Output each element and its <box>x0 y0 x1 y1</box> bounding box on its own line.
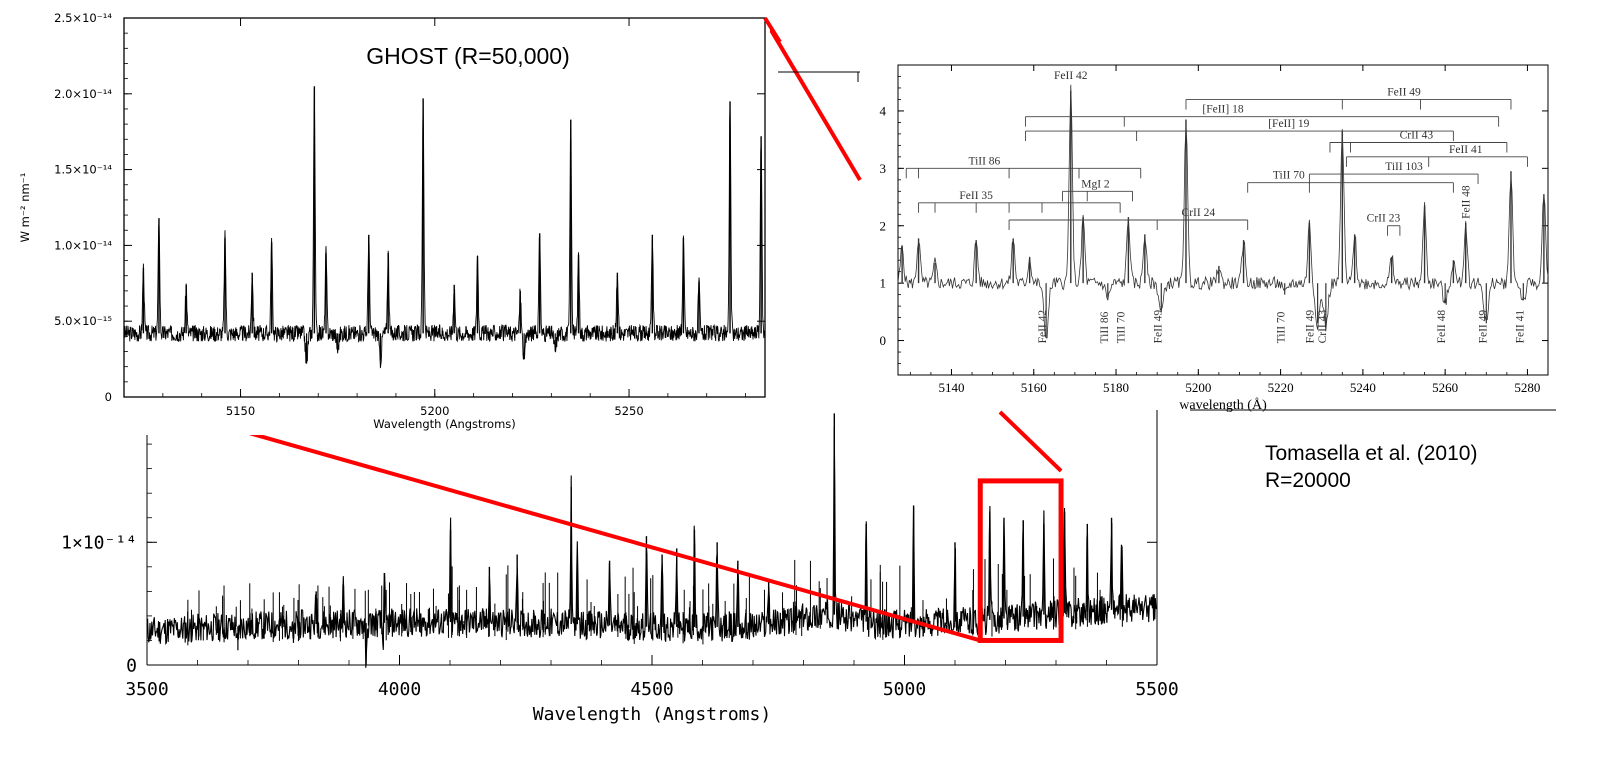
x-tick-label: 5180 <box>1103 380 1129 395</box>
y-tick-label: 2.0×10⁻¹⁴ <box>54 87 112 101</box>
zoom-connector-lines <box>121 18 1063 643</box>
y-tick-label: 5.0×10⁻¹⁵ <box>54 314 112 328</box>
x-tick-label: 5250 <box>614 404 643 418</box>
y-tick-label: 1.5×10⁻¹⁴ <box>54 163 112 177</box>
absorption-line-label: TiII 86 <box>1099 311 1111 343</box>
x-tick-label: 5280 <box>1514 380 1540 395</box>
multiplet-bracket: TiII 103 <box>1308 161 1479 185</box>
x-tick-label: 5220 <box>1268 380 1294 395</box>
y-tick-label: 0 <box>105 390 112 404</box>
x-axis-title: Wavelength (Angstroms) <box>533 704 771 725</box>
emission-line-label: FeII 42 <box>1054 70 1088 82</box>
x-tick-label: 5500 <box>1135 679 1178 700</box>
multiplet-label: MgI 2 <box>1081 178 1110 190</box>
multiplet-bracket: [FeII] 19 <box>1025 118 1454 142</box>
y-tick-label: 0 <box>126 655 137 676</box>
multiplet-label: FeII 49 <box>1387 86 1421 98</box>
spectrum-line <box>123 89 766 369</box>
multiplet-bracket: CrII 43 <box>1329 130 1508 153</box>
multiplet-bracket: MgI 2 <box>1062 178 1133 202</box>
multiplet-label: [FeII] 18 <box>1202 104 1243 116</box>
x-tick-label: 4000 <box>378 679 421 700</box>
multiplet-label: TiII 70 <box>1273 170 1305 182</box>
citation-resolution: R=20000 <box>1265 469 1351 492</box>
multiplet-bracket: [FeII] 18 <box>1025 104 1500 127</box>
multiplet-label: TiII 86 <box>968 155 1000 167</box>
zoom-connector-tomasella <box>998 410 1063 473</box>
y-tick-label: 3 <box>880 161 887 176</box>
multiplet-bracket: FeII 41 <box>1345 144 1528 167</box>
multiplet-label: CrII 43 <box>1400 130 1434 142</box>
multiplet-bracket: CrII 24 <box>1008 207 1249 230</box>
absorption-line-label: TiII 70 <box>1115 311 1127 343</box>
ghost-spectrum-inset: 5150 5200 5250 0 5.0×10⁻¹⁵ 1.0×10⁻¹⁴ 1.5×10⁻¹⁴… <box>0 0 782 435</box>
zoom-region-box <box>977 478 1064 643</box>
y-tick-label: 4 <box>880 103 887 118</box>
zoom-connector-stub <box>763 16 782 44</box>
tomasella-spectrum-inset: 5140 5160 5180 5200 5220 5240 5260 5280 0 1 2 3 4 wav… <box>858 55 1564 413</box>
absorption-line-label: FeII 49 <box>1477 310 1489 344</box>
x-tick-label: 5150 <box>226 404 255 418</box>
y-tick-label: 1.0×10⁻¹⁴ <box>54 238 112 252</box>
citation-block: Tomasella et al. (2010) R=20000 <box>1265 440 1477 494</box>
absorption-line-label: TiII 70 <box>1276 311 1288 343</box>
main-spectrum-plot: 3500 4000 4500 5000 5500 0 1×10⁻¹⁴ Wavelength (… <box>61 395 1179 725</box>
multiplet-label: CrII 23 <box>1367 213 1401 225</box>
absorption-line-label: FeII 42 <box>1037 310 1049 344</box>
y-tick-label: 1 <box>880 276 887 291</box>
spectrum-line <box>146 426 1158 668</box>
zoom-connector-ghost-bottom <box>121 395 981 643</box>
multiplet-label: CrII 24 <box>1182 207 1216 219</box>
y-tick-label: 2.5×10⁻¹⁴ <box>54 11 112 25</box>
zoom-connector-ghost-top <box>763 18 862 182</box>
x-tick-label: 3500 <box>125 679 168 700</box>
absorption-line-label: FeII 41 <box>1514 310 1526 344</box>
multiplet-bracket: TiII 86 <box>905 155 1142 179</box>
multiplet-bracket: FeII 35 <box>918 190 1121 213</box>
absorption-line-label: FeII 48 <box>1436 310 1448 344</box>
citation-authors: Tomasella et al. (2010) <box>1265 442 1478 465</box>
multiplet-bracket: FeII 49 <box>1185 86 1512 110</box>
x-tick-label: 5260 <box>1432 380 1458 395</box>
multiplet-bracket: CrII 23 <box>1367 213 1401 236</box>
x-tick-label: 5200 <box>420 404 449 418</box>
x-tick-label: 5000 <box>883 679 926 700</box>
multiplet-label: [FeII] 19 <box>1268 118 1309 130</box>
y-tick-label: 2 <box>880 218 887 233</box>
emission-line-label: FeII 48 <box>1461 185 1473 219</box>
multiplet-label: TiII 103 <box>1385 161 1423 173</box>
absorption-line-label: CrII 43 <box>1317 310 1329 344</box>
x-tick-label: 5200 <box>1185 380 1211 395</box>
multiplet-bracket: TiII 70 <box>1247 170 1454 193</box>
x-axis-title: Wavelength (Angstroms) <box>373 417 516 431</box>
y-tick-label: 1×10⁻¹⁴ <box>61 533 137 554</box>
absorption-line-label: FeII 49 <box>1152 310 1164 344</box>
plot-title: GHOST (R=50,000) <box>366 43 569 69</box>
x-tick-label: 5240 <box>1350 380 1376 395</box>
multiplet-label: FeII 41 <box>1449 144 1483 156</box>
y-tick-label: 0 <box>880 333 887 348</box>
x-axis-title: wavelength (Å) <box>1179 397 1267 413</box>
multiplet-label: FeII 35 <box>959 190 993 202</box>
x-tick-label: 5160 <box>1021 380 1047 395</box>
y-axis-title: W m⁻² nm⁻¹ <box>18 173 32 243</box>
spectrum-line <box>897 84 1549 339</box>
x-tick-label: 5140 <box>938 380 964 395</box>
absorption-line-label: FeII 49 <box>1305 310 1317 344</box>
x-tick-label: 4500 <box>630 679 673 700</box>
